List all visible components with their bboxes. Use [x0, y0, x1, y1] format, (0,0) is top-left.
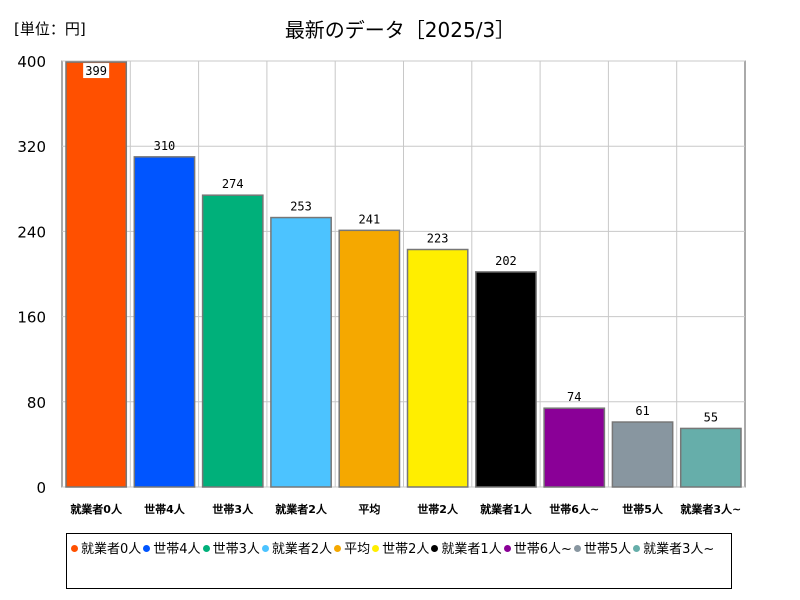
legend-item: 世帯3人 — [202, 540, 260, 560]
value-label: 202 — [495, 254, 517, 268]
legend-label: 世帯3人 — [212, 542, 260, 557]
x-tick-label: 平均 — [358, 502, 380, 516]
x-tick-label: 世帯3人 — [212, 502, 254, 516]
y-tick-label: 240 — [17, 223, 46, 241]
x-tick-label: 就業者0人 — [70, 502, 123, 516]
y-tick-label: 320 — [17, 138, 46, 156]
legend-label: 就業者1人 — [441, 542, 502, 557]
value-label: 241 — [359, 212, 381, 226]
legend-item: 世帯6人~ — [503, 540, 572, 560]
bar-世帯4人 — [133, 156, 196, 488]
value-label: 310 — [154, 139, 176, 153]
x-tick-label: 世帯4人 — [144, 502, 186, 516]
y-tick-label: 400 — [17, 53, 46, 71]
legend-item: 世帯2人 — [372, 540, 429, 560]
legend-item: 就業者2人 — [261, 540, 333, 560]
value-label: 61 — [635, 404, 649, 418]
legend-marker — [71, 545, 78, 552]
legend-marker — [143, 545, 151, 552]
bar-世帯5人 — [611, 421, 674, 488]
legend-label: 世帯5人 — [583, 542, 632, 557]
legend-marker — [202, 545, 210, 552]
value-label: 55 — [704, 410, 718, 424]
legend-item: 世帯5人 — [573, 540, 632, 560]
legend-marker — [334, 545, 342, 552]
legend-label: 就業者0人 — [81, 542, 142, 557]
x-tick-label: 就業者3人~ — [680, 502, 741, 516]
bar-就業者2人 — [270, 216, 332, 488]
legend-item: 平均 — [334, 540, 370, 560]
y-tick-label: 160 — [17, 309, 46, 327]
value-label-bg — [83, 63, 110, 79]
chart-title: 最新のデータ［2025/3］ — [284, 18, 516, 42]
legend-label: 就業者3人~ — [643, 542, 715, 557]
legend-marker — [431, 545, 439, 552]
y-tick-label: 80 — [27, 394, 46, 412]
legend-marker — [503, 545, 511, 552]
legend-marker — [372, 545, 380, 552]
x-tick-label: 世帯5人 — [622, 502, 664, 516]
legend-marker — [261, 545, 269, 552]
x-tick-label: 就業者2人 — [275, 502, 328, 516]
legend-item: 世帯4人 — [143, 540, 201, 560]
bar-就業者1人 — [475, 271, 537, 488]
legend-item: 就業者0人 — [71, 540, 141, 560]
bar-世帯3人 — [201, 194, 264, 488]
chart-legend: 就業者0人 世帯4人 世帯3人 就業者2人 平均 世帯2人 就業者1人 世帯6人~ 世帯5人 就業… — [66, 533, 732, 589]
bar-chart: 399 就業者0人 310 世帯4人 274 世帯3人 253 就業者2人 241 平均 223 世帯… — [17, 53, 746, 516]
legend-marker — [633, 545, 641, 552]
legend-label: 平均 — [344, 542, 371, 557]
x-tick-label: 世帯6人~ — [549, 502, 599, 516]
x-tick-label: 就業者1人 — [480, 502, 533, 516]
bar-世帯2人 — [406, 248, 469, 488]
bar-就業者0人 — [65, 61, 128, 488]
legend-item: 就業者3人~ — [633, 540, 714, 560]
legend-item: 就業者1人 — [431, 540, 502, 560]
value-label: 399 — [85, 64, 107, 78]
legend-label: 世帯2人 — [382, 542, 430, 557]
bar-世帯6人~ — [543, 407, 606, 488]
value-label: 223 — [427, 232, 449, 246]
unit-label: [単位：円] — [14, 20, 86, 38]
legend-label: 就業者2人 — [271, 542, 333, 557]
bar-平均 — [338, 229, 401, 488]
legend-label: 世帯4人 — [153, 542, 201, 557]
bar-就業者3人~ — [679, 427, 742, 488]
value-label: 253 — [290, 200, 312, 214]
x-tick-label: 世帯2人 — [417, 502, 459, 516]
value-label: 74 — [567, 390, 581, 404]
legend-marker — [573, 545, 581, 552]
y-tick-label: 0 — [36, 479, 46, 497]
legend-label: 世帯6人~ — [513, 542, 572, 557]
value-label: 274 — [222, 177, 244, 191]
